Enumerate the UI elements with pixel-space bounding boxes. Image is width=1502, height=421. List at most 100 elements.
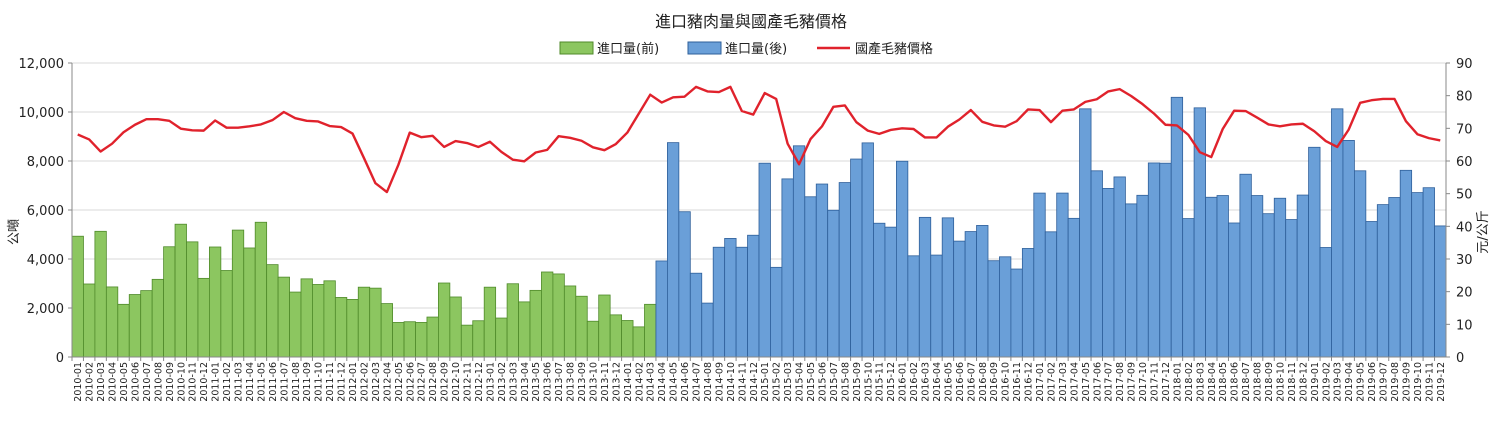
bar-after	[1056, 192, 1069, 358]
bar-after	[1365, 221, 1378, 358]
bar-after	[896, 160, 909, 358]
bar-after	[1434, 225, 1447, 358]
x-tick-label: 2011-05	[256, 362, 267, 402]
bar-after	[689, 272, 703, 358]
x-tick-label: 2019-11	[1424, 362, 1435, 402]
x-tick-label: 2014-03	[646, 362, 657, 402]
x-tick-label: 2016-08	[978, 362, 989, 402]
bar-after	[1228, 222, 1241, 358]
bar-after	[861, 142, 874, 358]
x-tick-label: 2013-12	[611, 362, 622, 402]
bar-before	[403, 321, 416, 358]
bar-before	[621, 320, 634, 358]
bar-after	[1399, 169, 1413, 358]
x-tick-label: 2011-08	[291, 362, 302, 402]
bar-before	[208, 246, 222, 358]
x-tick-label: 2012-02	[359, 362, 370, 402]
x-tick-label: 2018-07	[1241, 362, 1252, 402]
bar-after	[1067, 217, 1081, 358]
bar-before	[71, 235, 84, 358]
bar-after	[1182, 218, 1195, 358]
y-right-tick-label: 70	[1456, 122, 1473, 137]
bar-before	[506, 283, 519, 358]
bar-after	[1113, 176, 1126, 358]
x-tick-label: 2013-04	[520, 362, 531, 402]
bar-after	[1079, 108, 1092, 358]
y-right-tick-label: 30	[1456, 253, 1473, 268]
bar-after	[918, 216, 932, 358]
bar-before	[426, 316, 439, 358]
x-tick-label: 2014-11	[737, 362, 748, 402]
x-tick-label: 2014-09	[714, 362, 725, 402]
x-tick-label: 2013-03	[508, 362, 519, 402]
x-tick-label: 2016-01	[898, 362, 909, 402]
bar-before	[609, 314, 623, 358]
bar-before	[334, 297, 348, 358]
x-tick-label: 2014-07	[692, 362, 703, 402]
bar-before	[117, 303, 130, 358]
bar-before	[151, 278, 164, 358]
x-tick-label: 2017-06	[1092, 362, 1103, 402]
y-left-tick-label: 4,000	[27, 253, 64, 268]
bar-after	[1205, 196, 1218, 358]
y-right-tick-label: 20	[1456, 286, 1473, 301]
x-tick-label: 2015-12	[886, 362, 897, 402]
x-tick-label: 2010-05	[119, 362, 130, 402]
x-tick-label: 2017-03	[1058, 362, 1069, 402]
x-tick-label: 2010-12	[199, 362, 210, 402]
y-axis-left-title: 公噸	[7, 219, 22, 245]
x-tick-label: 2016-07	[966, 362, 977, 402]
legend-label-price: 國產毛豬價格	[855, 41, 933, 57]
bar-before	[231, 229, 245, 358]
bar-before	[598, 294, 611, 358]
bar-before	[575, 295, 588, 358]
x-tick-label: 2012-08	[428, 362, 439, 402]
x-tick-label: 2017-11	[1150, 362, 1161, 402]
x-tick-label: 2019-02	[1321, 362, 1332, 402]
bar-after	[987, 260, 1000, 358]
x-tick-label: 2011-03	[234, 362, 245, 402]
x-tick-label: 2011-02	[222, 362, 233, 402]
x-tick-label: 2014-01	[623, 362, 634, 402]
bar-after	[1021, 248, 1035, 358]
y-right-tick-label: 10	[1456, 318, 1473, 333]
bar-after	[1411, 192, 1424, 358]
bar-after	[770, 266, 783, 358]
bar-after	[1273, 197, 1287, 358]
x-tick-label: 2019-09	[1401, 362, 1412, 402]
x-tick-label: 2019-10	[1413, 362, 1424, 402]
bar-before	[254, 221, 268, 358]
x-tick-label: 2015-04	[795, 362, 806, 402]
y-left-tick-label: 2,000	[27, 302, 64, 317]
x-axis-ticks: 2010-01 2010-02 2010-03 2010-04 2010-05 2010-…	[73, 362, 1447, 402]
bar-after	[976, 225, 989, 358]
x-tick-label: 2011-10	[314, 362, 325, 402]
price-line-group	[77, 85, 1441, 194]
bar-before	[266, 264, 279, 358]
x-tick-label: 2018-12	[1298, 362, 1309, 402]
bar-after	[1354, 170, 1367, 358]
bar-after	[1308, 146, 1321, 358]
x-tick-label: 2014-08	[703, 362, 714, 402]
x-tick-label: 2017-09	[1127, 362, 1138, 402]
legend: 進口量(前) 進口量(後) 國產毛豬價格	[559, 41, 933, 57]
x-tick-label: 2012-09	[440, 362, 451, 402]
x-tick-label: 2018-01	[1172, 362, 1183, 402]
bar-before	[197, 277, 210, 358]
x-tick-label: 2016-09	[989, 362, 1000, 402]
x-tick-label: 2016-03	[921, 362, 932, 402]
bar-after	[1090, 170, 1103, 358]
y-left-tick-label: 12,000	[19, 57, 65, 72]
x-tick-label: 2013-05	[531, 362, 542, 402]
bars	[71, 96, 1447, 358]
x-tick-label: 2010-07	[142, 362, 153, 402]
x-tick-label: 2016-10	[1001, 362, 1012, 402]
y-right-tick-label: 0	[1456, 351, 1464, 366]
bar-after	[941, 217, 955, 358]
bar-after	[930, 254, 943, 358]
x-tick-label: 2011-11	[325, 362, 336, 402]
x-tick-label: 2013-11	[600, 362, 611, 402]
bar-before	[563, 285, 577, 358]
legend-swatch-after	[687, 41, 722, 55]
